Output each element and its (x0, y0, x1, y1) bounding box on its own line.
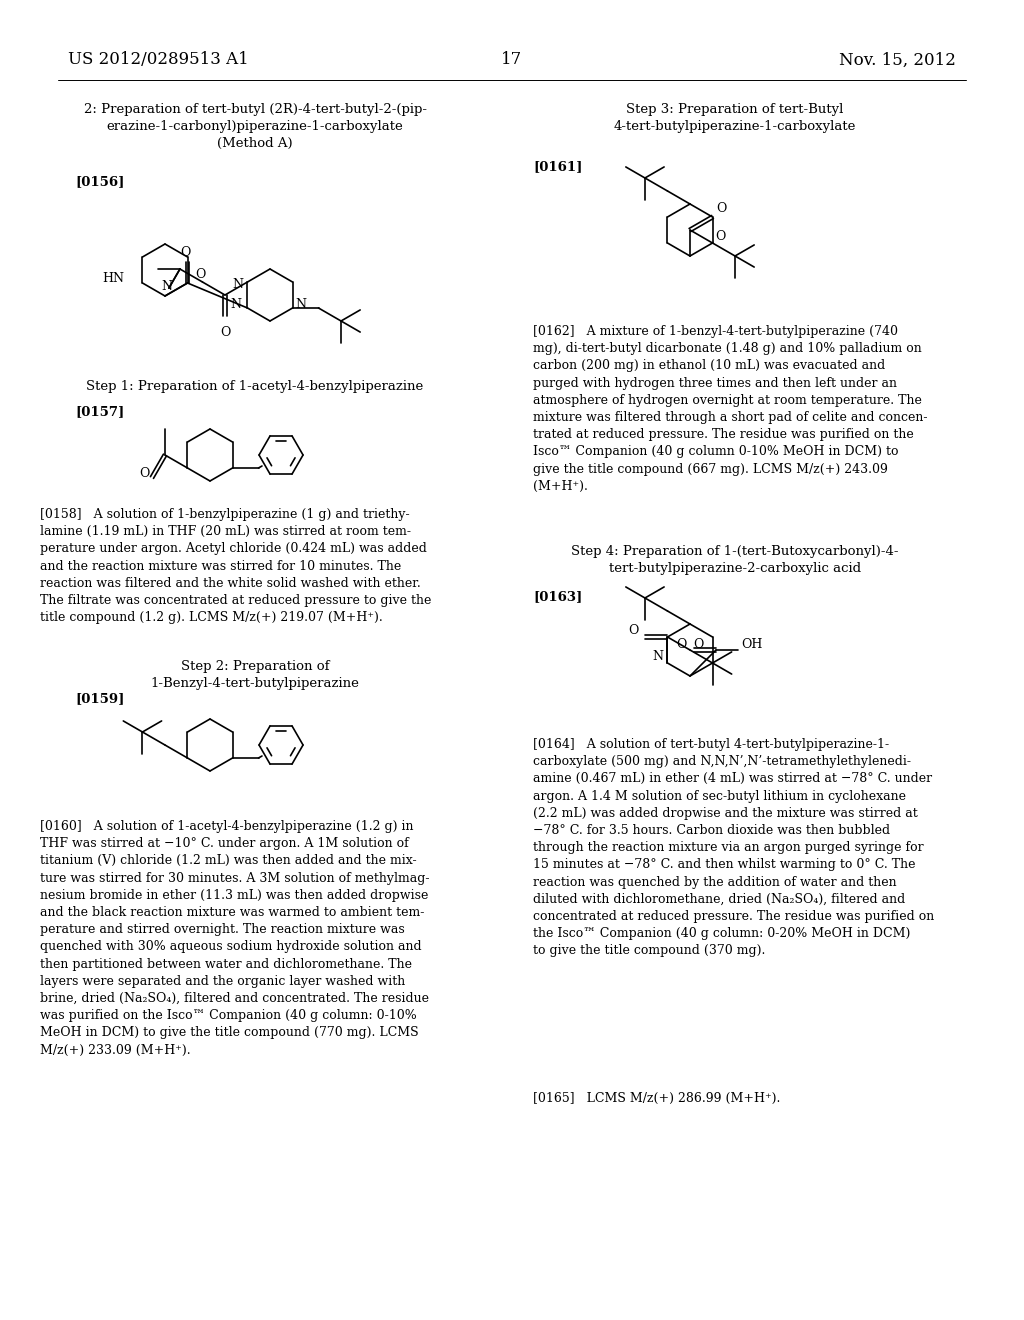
Text: N: N (162, 280, 172, 293)
Text: [0159]: [0159] (75, 692, 124, 705)
Text: 17: 17 (502, 51, 522, 69)
Text: O: O (220, 326, 230, 339)
Text: [0163]: [0163] (534, 590, 583, 603)
Text: [0160]   A solution of 1-acetyl-4-benzylpiperazine (1.2 g) in
THF was stirred at: [0160] A solution of 1-acetyl-4-benzylpi… (40, 820, 429, 1056)
Text: [0156]: [0156] (75, 176, 124, 187)
Text: Nov. 15, 2012: Nov. 15, 2012 (839, 51, 956, 69)
Text: O: O (180, 246, 190, 259)
Text: HN: HN (102, 272, 125, 285)
Text: Step 4: Preparation of 1-(tert-Butoxycarbonyl)-4-
tert-butylpiperazine-2-carboxy: Step 4: Preparation of 1-(tert-Butoxycar… (571, 545, 899, 576)
Text: US 2012/0289513 A1: US 2012/0289513 A1 (68, 51, 249, 69)
Text: O: O (677, 638, 687, 651)
Text: N: N (232, 277, 243, 290)
Text: Step 3: Preparation of tert-Butyl
4-tert-butylpiperazine-1-carboxylate: Step 3: Preparation of tert-Butyl 4-tert… (613, 103, 856, 133)
Text: O: O (717, 202, 727, 215)
Text: Step 2: Preparation of
1-Benzyl-4-tert-butylpiperazine: Step 2: Preparation of 1-Benzyl-4-tert-b… (151, 660, 359, 690)
Text: N: N (230, 297, 241, 310)
Text: N: N (652, 651, 663, 664)
Text: [0165]   LCMS M/z(+) 286.99 (M+H⁺).: [0165] LCMS M/z(+) 286.99 (M+H⁺). (534, 1092, 780, 1105)
Text: [0162]   A mixture of 1-benzyl-4-tert-butylpiperazine (740
mg), di-tert-butyl di: [0162] A mixture of 1-benzyl-4-tert-buty… (534, 325, 928, 492)
Text: O: O (628, 624, 639, 638)
Text: [0157]: [0157] (75, 405, 124, 418)
Text: 2: Preparation of tert-butyl (2R)-4-tert-butyl-2-(pip-
erazine-1-carbonyl)pipera: 2: Preparation of tert-butyl (2R)-4-tert… (84, 103, 427, 150)
Text: [0161]: [0161] (534, 160, 583, 173)
Text: O: O (716, 231, 726, 243)
Text: O: O (196, 268, 206, 281)
Text: Step 1: Preparation of 1-acetyl-4-benzylpiperazine: Step 1: Preparation of 1-acetyl-4-benzyl… (86, 380, 424, 393)
Text: [0158]   A solution of 1-benzylpiperazine (1 g) and triethy-
lamine (1.19 mL) in: [0158] A solution of 1-benzylpiperazine … (40, 508, 431, 624)
Text: O: O (693, 638, 703, 651)
Text: OH: OH (741, 638, 763, 651)
Text: N: N (296, 297, 306, 310)
Text: [0164]   A solution of tert-butyl 4-tert-butylpiperazine-1-
carboxylate (500 mg): [0164] A solution of tert-butyl 4-tert-b… (534, 738, 934, 957)
Text: O: O (139, 467, 150, 480)
